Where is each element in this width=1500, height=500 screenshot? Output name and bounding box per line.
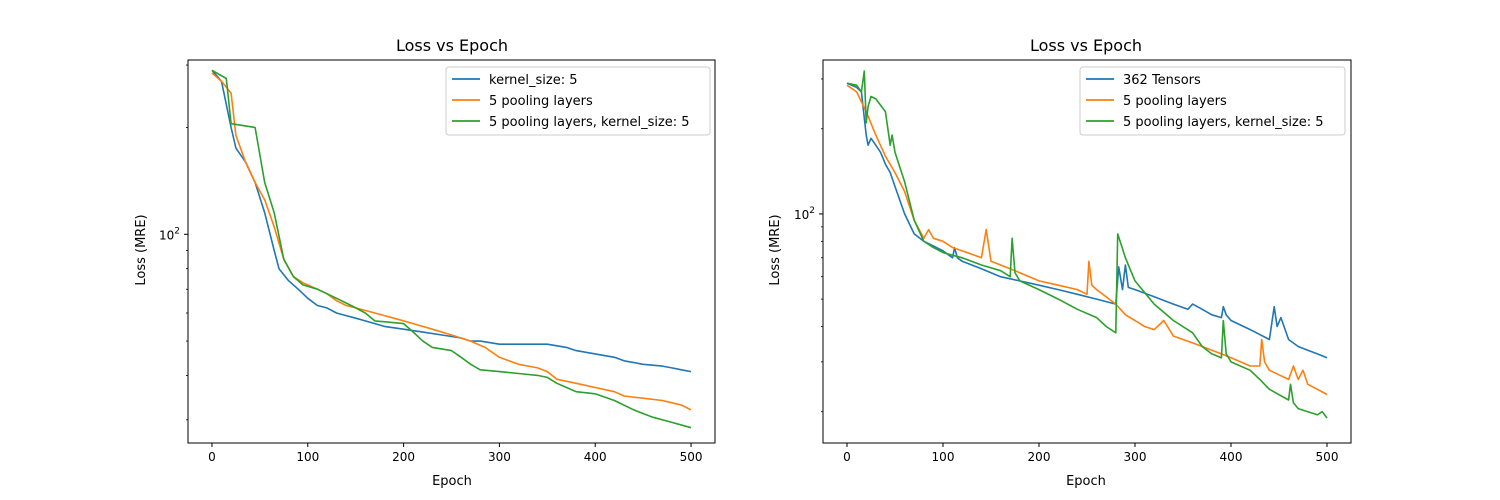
- legend-label-2: 5 pooling layers: [1123, 94, 1227, 109]
- series-line-2: [211, 72, 692, 411]
- x-tick-label: 100: [296, 450, 319, 464]
- x-tick-label: 100: [932, 450, 955, 464]
- legend: 362 Tensors 5 pooling layers 5 pooling lay…: [1079, 66, 1346, 136]
- left-chart: Loss vs Epoch 0 100 200 300 400 500 102 kernel_…: [134, 36, 716, 489]
- legend-label-2: 5 pooling layers: [489, 94, 593, 109]
- x-tick-label: 200: [1028, 450, 1051, 464]
- chart-title: Loss vs Epoch: [396, 36, 508, 55]
- x-tick-label: 500: [1316, 450, 1339, 464]
- x-tick-label: 400: [584, 450, 607, 464]
- legend-box: [445, 66, 711, 136]
- x-tick-label: 300: [488, 450, 511, 464]
- y-axis-label: Loss (MRE): [768, 214, 783, 285]
- legend-label-1: 362 Tensors: [1123, 73, 1201, 88]
- axes-frame: [822, 59, 1352, 444]
- series-line-1: [211, 69, 692, 373]
- plot-area: 0 100 200 300 400 500 102 362 Tensors 5 pooling …: [794, 59, 1352, 464]
- y-tick-label: 102: [159, 226, 180, 242]
- x-axis-label: Epoch: [1066, 474, 1106, 489]
- legend-label-1: kernel_size: 5: [489, 73, 578, 88]
- legend-box: [1079, 66, 1346, 136]
- legend-label-3: 5 pooling layers, kernel_size: 5: [489, 115, 690, 130]
- x-tick-label: 400: [1220, 450, 1243, 464]
- x-tick-label: 0: [843, 450, 851, 464]
- series-line-1: [846, 82, 1328, 359]
- x-tick-label: 500: [680, 450, 703, 464]
- axes-frame: [187, 59, 716, 444]
- legend-label-3: 5 pooling layers, kernel_size: 5: [1123, 115, 1324, 130]
- y-tick-label: 102: [794, 206, 815, 222]
- x-tick-label: 200: [392, 450, 415, 464]
- chart-title: Loss vs Epoch: [1030, 36, 1142, 55]
- x-axis-label: Epoch: [432, 474, 472, 489]
- right-chart: Loss vs Epoch 0 100 200 300 400 500 102 362 Ten…: [768, 36, 1352, 489]
- series-line-3: [211, 69, 692, 429]
- series-line-3: [846, 70, 1328, 419]
- y-axis-label: Loss (MRE): [134, 214, 149, 285]
- x-tick-label: 300: [1124, 450, 1147, 464]
- x-tick-label: 0: [208, 450, 216, 464]
- series-line-2: [846, 84, 1328, 396]
- plot-area: 0 100 200 300 400 500 102 kernel_size: 5 5 pooli…: [159, 59, 716, 464]
- legend: kernel_size: 5 5 pooling layers 5 pooling …: [445, 66, 711, 136]
